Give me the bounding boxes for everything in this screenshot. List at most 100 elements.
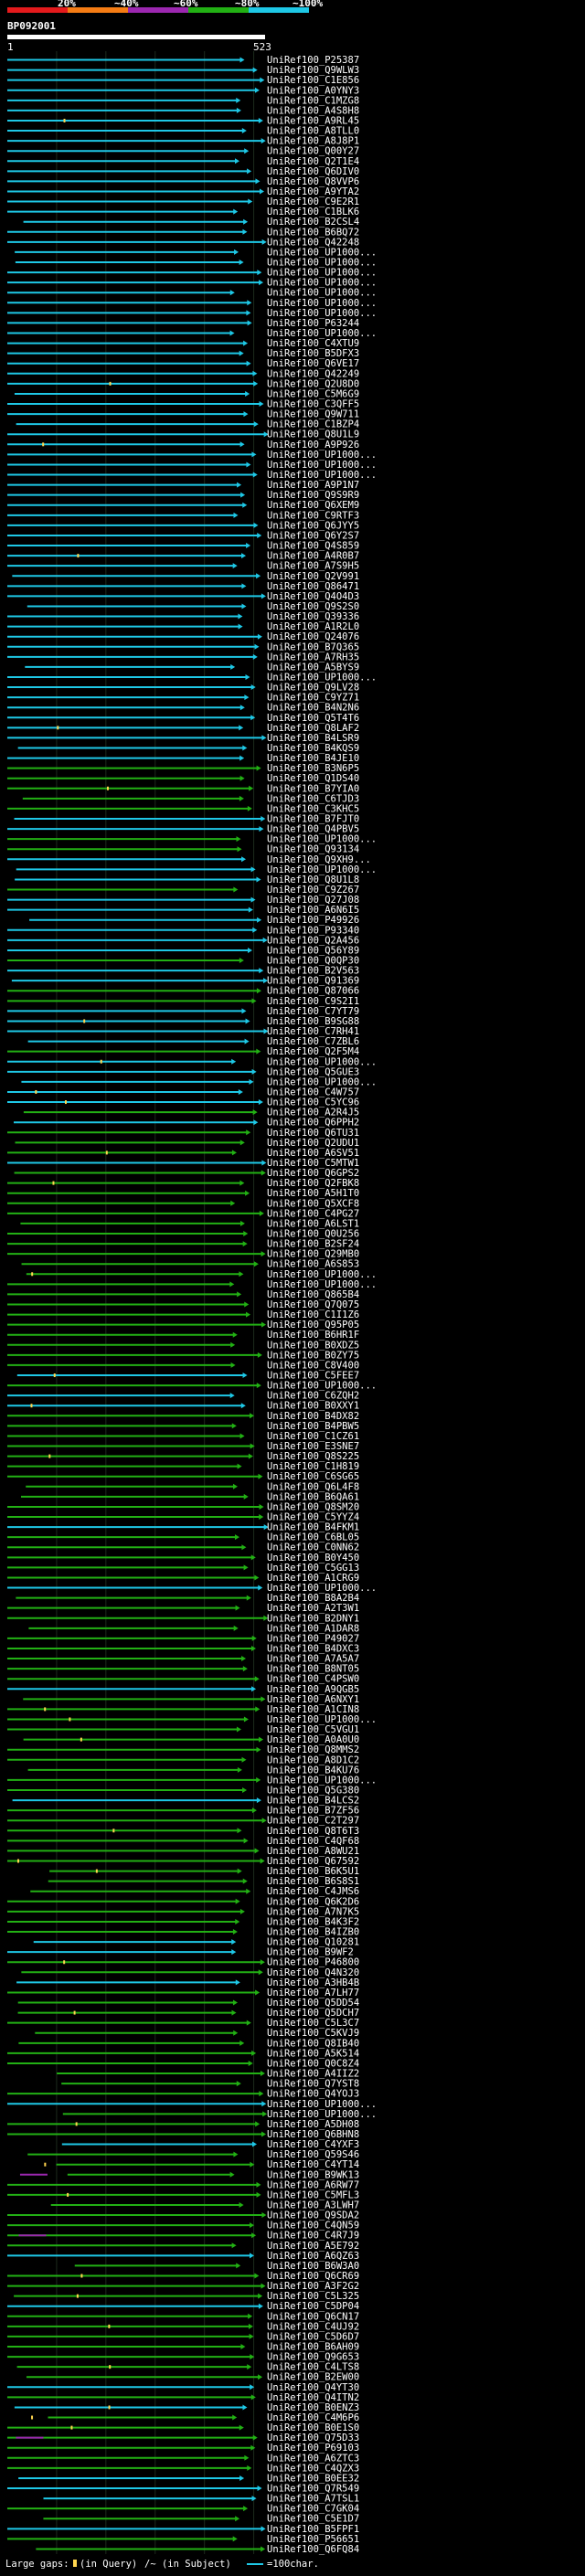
- hit-arrow: [241, 1544, 247, 1551]
- hit-arrow: [252, 67, 258, 73]
- query-gap-marker: [53, 1373, 56, 1378]
- hit-row: UniRef100_P49027: [7, 1633, 359, 1644]
- hit-label: UniRef100_A8J8P1: [267, 136, 359, 147]
- hit-arrow: [256, 1048, 261, 1055]
- hit-arrow: [232, 1929, 238, 1935]
- hit-label: UniRef100_B2EW00: [267, 2372, 359, 2383]
- hit-row: UniRef100_Q4N320: [21, 1967, 359, 1978]
- hit-label: UniRef100_Q4S859: [267, 541, 359, 552]
- hit-label: UniRef100_A2R4J5: [267, 1108, 359, 1118]
- hit-label: UniRef100_A7TSL1: [267, 2494, 359, 2505]
- hit-arrow: [256, 765, 261, 771]
- hit-row: UniRef100_C6TJD3: [22, 793, 359, 804]
- hit-label: UniRef100_B6K5U1: [267, 1866, 359, 1877]
- hit-row: UniRef100_B0XDZ5: [7, 1340, 359, 1351]
- hit-row: UniRef100_Q2FBK8: [7, 1178, 359, 1189]
- hit-label: UniRef100_Q00Y27: [267, 146, 359, 157]
- hit-row: UniRef100_B8NT05: [7, 1664, 359, 1675]
- hit-arrow: [243, 340, 249, 346]
- hit-label: UniRef100_C5YYZ4: [267, 1512, 359, 1523]
- hit-row: UniRef100_UP1000...: [7, 1583, 377, 1594]
- hit-label: UniRef100_P49027: [267, 1633, 359, 1644]
- hit-row: UniRef100_A7TSL1: [43, 2494, 359, 2505]
- hit-row: UniRef100_Q4S859: [7, 541, 359, 552]
- hit-arrow: [239, 705, 245, 711]
- hit-label: UniRef100_B4PBW5: [267, 1421, 359, 1432]
- hit-arrow: [230, 1362, 236, 1368]
- hit-arrow: [235, 2516, 240, 2522]
- hit-arrow: [263, 978, 269, 984]
- hit-arrow: [239, 725, 244, 731]
- hit-row: UniRef100_Q29MB0: [7, 1249, 359, 1260]
- hit-arrow: [233, 208, 239, 215]
- hit-arrow: [252, 927, 258, 933]
- hit-arrow: [239, 775, 245, 781]
- hit-row: UniRef100_Q8U1L8: [15, 875, 359, 885]
- hit-row: UniRef100_Q9S2S0: [27, 601, 359, 612]
- hit-row: UniRef100_UP1000...: [7, 278, 377, 289]
- hit-label: UniRef100_Q7R549: [267, 2484, 359, 2495]
- hit-label: UniRef100_C4UJ92: [267, 2321, 359, 2332]
- hit-row: UniRef100_Q6TU31: [7, 1128, 359, 1139]
- scale-label-100: ~100%: [292, 0, 323, 9]
- hit-label: UniRef100_B6AH09: [267, 2342, 359, 2353]
- legend-query-gap-marker: [73, 2560, 77, 2567]
- hit-row: UniRef100_C9S2I1: [7, 996, 359, 1007]
- hit-arrow: [251, 1686, 257, 1692]
- hit-label: UniRef100_B5FPF1: [267, 2524, 359, 2535]
- hit-arrow: [242, 2404, 248, 2411]
- hit-row: UniRef100_Q8S225: [7, 1451, 359, 1462]
- query-gap-marker: [109, 381, 112, 386]
- hit-row: UniRef100_Q59S46: [27, 2149, 359, 2160]
- hit-arrow: [251, 1635, 257, 1641]
- hit-row: UniRef100_C4YT14: [44, 2159, 359, 2170]
- hit-row: UniRef100_A4R0B7: [7, 551, 359, 562]
- hit-label: UniRef100_A1DAR8: [267, 1623, 359, 1634]
- hit-arrow: [261, 735, 267, 741]
- hit-row: UniRef100_C5YYZ4: [7, 1512, 359, 1523]
- hit-row: UniRef100_C5L325: [14, 2291, 359, 2302]
- hit-arrow: [254, 2273, 260, 2279]
- hit-label: UniRef100_C5YC96: [267, 1097, 359, 1108]
- hit-label: UniRef100_A4IIZ2: [267, 2069, 359, 2080]
- query-gap-marker: [100, 1059, 102, 1064]
- hit-row: UniRef100_Q8IB40: [18, 2038, 359, 2049]
- hit-row: UniRef100_Q86471: [7, 581, 359, 592]
- hit-arrow: [242, 1786, 248, 1793]
- hit-label: UniRef100_C4W757: [267, 1087, 359, 1097]
- hit-arrow: [249, 2333, 254, 2339]
- hit-label: UniRef100_Q29MB0: [267, 1249, 359, 1260]
- hit-arrow: [252, 370, 258, 376]
- hit-label: UniRef100_A5E792: [267, 2241, 359, 2252]
- hit-row: UniRef100_Q4O4D3: [7, 591, 359, 602]
- hit-arrow: [251, 2496, 257, 2502]
- hit-row: UniRef100_C6BL05: [7, 1532, 359, 1543]
- hit-arrow: [245, 673, 250, 680]
- hit-arrow: [241, 128, 247, 134]
- hit-label: UniRef100_Q8S225: [267, 1451, 359, 1462]
- hit-arrow: [261, 593, 266, 599]
- hit-arrow: [261, 138, 266, 144]
- hit-label: UniRef100_UP1000...: [267, 1381, 377, 1392]
- hit-row: UniRef100_C4QF68: [7, 1836, 359, 1847]
- hit-label: UniRef100_Q24076: [267, 631, 359, 642]
- hit-arrow: [250, 2253, 255, 2259]
- hit-row: UniRef100_C1BZP4: [16, 419, 359, 430]
- hit-arrow: [259, 826, 264, 832]
- hit-row: UniRef100_B2DNY1: [7, 1613, 359, 1624]
- hit-row: UniRef100_UP1000...: [7, 672, 377, 683]
- hit-arrow: [253, 421, 259, 428]
- hit-arrow: [239, 1908, 245, 1914]
- query-bar: [7, 35, 265, 39]
- hit-row: UniRef100_Q6JYY5: [7, 520, 359, 531]
- hit-label: UniRef100_C6ZQH2: [267, 1391, 359, 1402]
- hit-row: UniRef100_Q6CR69: [7, 2271, 359, 2282]
- hit-row: UniRef100_A0A0U0: [23, 1734, 359, 1745]
- hit-arrow: [250, 2161, 255, 2168]
- hit-label: UniRef100_Q5DCH7: [267, 2008, 359, 2019]
- hit-label: UniRef100_C5MFL3: [267, 2189, 359, 2200]
- hit-row: UniRef100_Q6K2D6: [7, 1896, 359, 1907]
- hit-label: UniRef100_Q9W711: [267, 409, 359, 420]
- hit-label: UniRef100_C4PG27: [267, 1208, 359, 1219]
- hit-label: UniRef100_Q2UDU1: [267, 1138, 359, 1149]
